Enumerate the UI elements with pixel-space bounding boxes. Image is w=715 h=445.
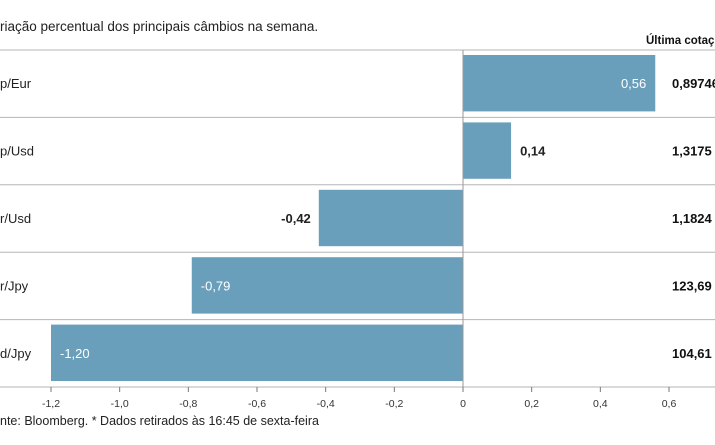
bar	[463, 122, 512, 179]
x-tick-label: 0	[460, 398, 466, 410]
x-tick-label: -0,8	[179, 398, 197, 410]
x-tick-label: -1,2	[42, 398, 60, 410]
category-label: p/Eur	[0, 76, 32, 91]
x-axis: -1,2 -1,0 -0,8 -0,6 -0,4 -0,2 0 0,2 0,4 0,6	[42, 387, 676, 410]
x-tick-label: -1,0	[111, 398, 129, 410]
value-label: 0,14	[520, 144, 546, 159]
x-tick-label: 0,6	[662, 398, 677, 410]
source-note: nte: Bloomberg. * Dados retirados às 16:…	[0, 414, 319, 428]
last-quote-value: 104,61	[672, 346, 712, 361]
x-tick-label: -0,2	[385, 398, 403, 410]
category-label: p/Usd	[0, 144, 34, 159]
x-tick-label: -0,6	[248, 398, 266, 410]
value-label: -1,20	[60, 346, 90, 361]
value-label: -0,42	[281, 211, 311, 226]
category-label: r/Usd	[0, 211, 31, 226]
chart-rows: p/Eur 0,56 0,89746 p/Usd 0,14 1,3175 r/Usd -0,4…	[0, 49, 715, 388]
category-label: r/Jpy	[0, 278, 29, 293]
value-label: -0,79	[201, 278, 231, 293]
x-tick-label: -0,4	[317, 398, 335, 410]
last-quote-value: 123,69	[672, 278, 712, 293]
bar	[191, 257, 463, 314]
x-tick-label: 0,4	[593, 398, 608, 410]
last-quote-header: Última cotaç	[646, 34, 715, 47]
chart-subtitle: riação percentual dos principais câmbios…	[0, 19, 318, 34]
last-quote-value: 0,89746	[672, 76, 715, 91]
category-label: d/Jpy	[0, 346, 32, 361]
bar	[463, 55, 656, 112]
bar	[51, 324, 463, 381]
bar	[318, 189, 463, 247]
last-quote-value: 1,3175	[672, 144, 712, 159]
x-tick-label: 0,2	[524, 398, 539, 410]
last-quote-value: 1,1824	[672, 211, 713, 226]
value-label: 0,56	[621, 76, 646, 91]
